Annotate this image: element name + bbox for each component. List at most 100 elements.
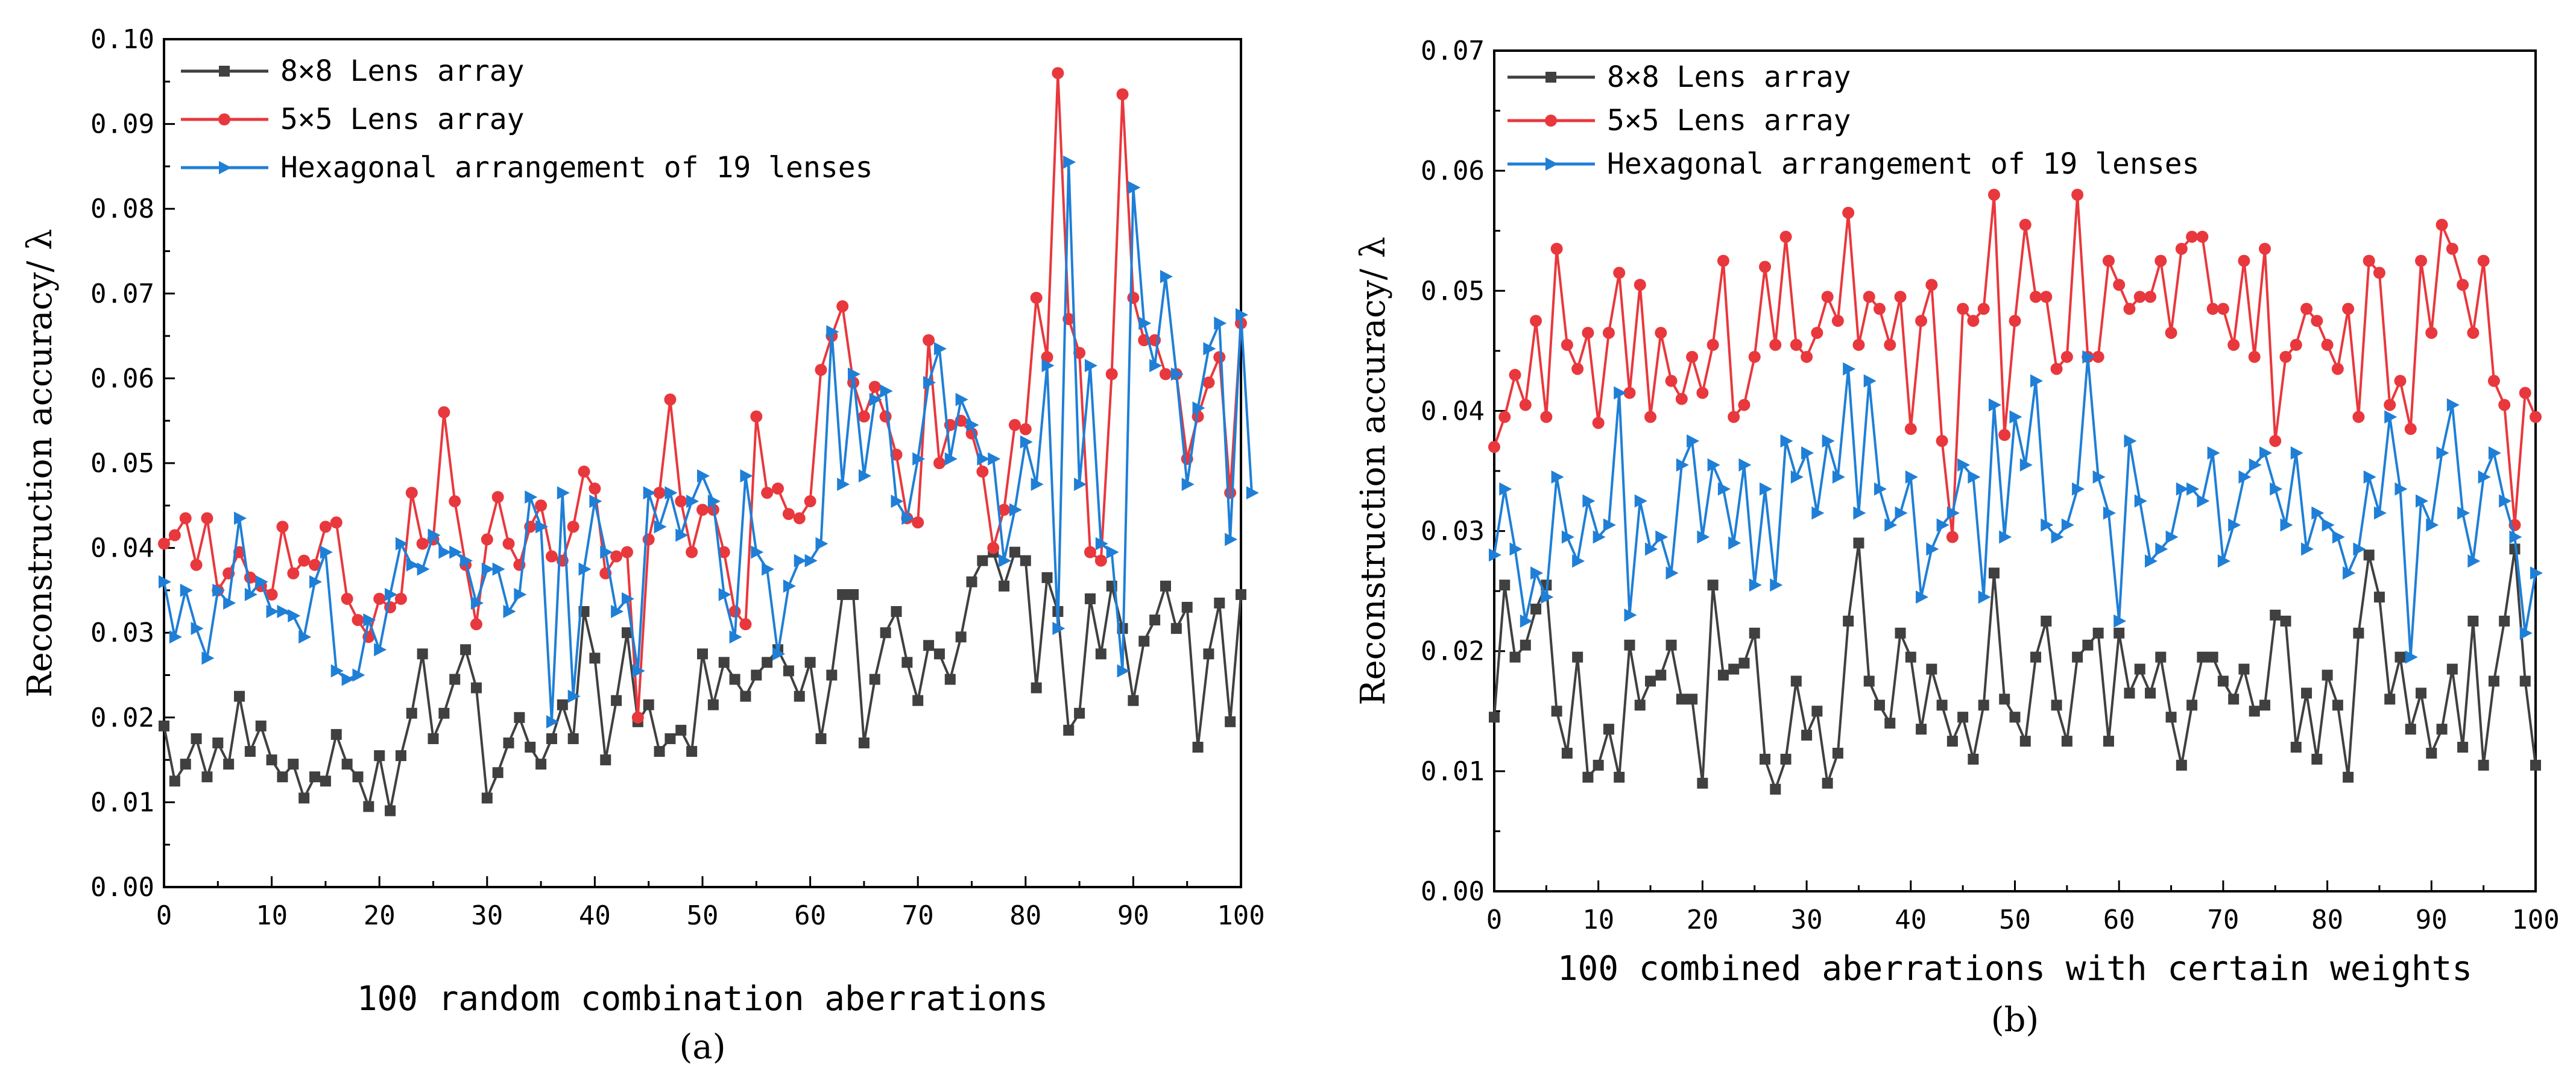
data-point [341,592,353,605]
data-point [1801,446,1814,460]
data-point [2290,742,2302,753]
series-b-0 [1489,537,2541,795]
data-point [1128,181,1141,195]
data-point [1988,567,2000,579]
data-point [2050,362,2063,375]
data-point [460,644,472,656]
data-point [1561,747,1573,759]
data-point [2446,398,2460,412]
data-point [1946,506,1960,520]
data-point [1213,351,1226,364]
data-point [1946,531,1959,543]
data-point [352,614,364,627]
data-point [1665,639,1677,651]
data-point [1738,657,1750,669]
data-point [1811,706,1823,717]
data-point [1905,470,1918,484]
y-axis-label: Reconstruction accuracy/ λ [21,229,60,697]
data-point [1214,597,1225,608]
data-point [793,512,806,525]
data-point [1676,458,1689,472]
data-point [1821,291,1834,303]
data-point [1571,362,1584,375]
data-point [503,737,514,748]
data-point [2519,387,2531,399]
x-tick-label: 70 [2207,905,2239,935]
data-point [848,367,861,381]
data-point [772,482,784,495]
data-point [1811,506,1825,520]
data-point [1084,359,1097,373]
data-point [244,587,257,601]
data-point [2155,254,2167,267]
data-point [1863,374,1877,388]
data-point [309,575,323,589]
data-point [2478,470,2491,484]
data-point [1614,771,1625,783]
data-point [1988,398,2001,412]
data-point [2030,374,2044,388]
data-point [826,325,839,339]
data-point [912,452,926,466]
data-point [1203,648,1214,660]
y-tick-label: 0.01 [1421,756,1485,787]
data-point [1738,399,1750,411]
data-point [1926,542,1939,556]
x-tick-label: 90 [2416,905,2448,935]
y-tick-label: 0.08 [90,194,154,224]
data-point [1030,291,1043,304]
y-tick-label: 0.07 [90,279,154,309]
data-point [1978,700,1989,711]
y-tick-label: 0.04 [90,533,154,564]
data-point [837,478,850,491]
data-point [298,792,310,804]
data-point [2290,446,2303,460]
legend-label: Hexagonal arrangement of 19 lenses [1607,147,2200,181]
data-point [1561,530,1574,544]
data-point [1853,537,1864,549]
data-point [395,750,406,762]
data-point [1717,254,1729,267]
x-tick-label: 50 [687,900,719,931]
data-point [2145,554,2158,568]
data-point [643,486,656,500]
data-point [1489,548,1501,562]
data-point [2071,188,2084,201]
data-point [2030,651,2042,663]
data-point [1160,270,1173,283]
data-point [1095,537,1108,551]
data-point [1128,695,1139,706]
data-point [2041,518,2054,532]
data-point [718,657,730,668]
data-point [837,589,848,600]
y-tick-label: 0.10 [90,24,154,55]
data-point [1634,700,1646,711]
data-point [481,533,493,546]
data-point [1094,554,1107,567]
data-point [2519,626,2533,640]
legend: 8×8 Lens array 5×5 Lens array Hexagonal ar… [1507,60,2200,181]
data-point [2363,470,2376,484]
data-point [1686,350,1699,363]
data-point [373,592,386,605]
data-point [298,630,312,644]
data-point [621,627,633,639]
data-point [1530,604,1542,615]
data-point [277,605,290,619]
data-point [2217,554,2230,568]
data-point [428,733,439,744]
data-point [1181,478,1195,491]
data-point [653,487,666,499]
data-point [783,579,796,593]
data-point [2176,482,2189,496]
data-point [2134,494,2147,508]
data-point [1895,627,1906,639]
data-point [525,742,536,753]
x-tick-label: 100 [2511,905,2559,935]
x-tick-label: 20 [1687,905,1719,935]
data-point [1170,623,1182,634]
data-point [1998,429,2011,441]
data-point [470,618,482,631]
data-point [191,622,204,636]
data-point [2373,267,2385,279]
